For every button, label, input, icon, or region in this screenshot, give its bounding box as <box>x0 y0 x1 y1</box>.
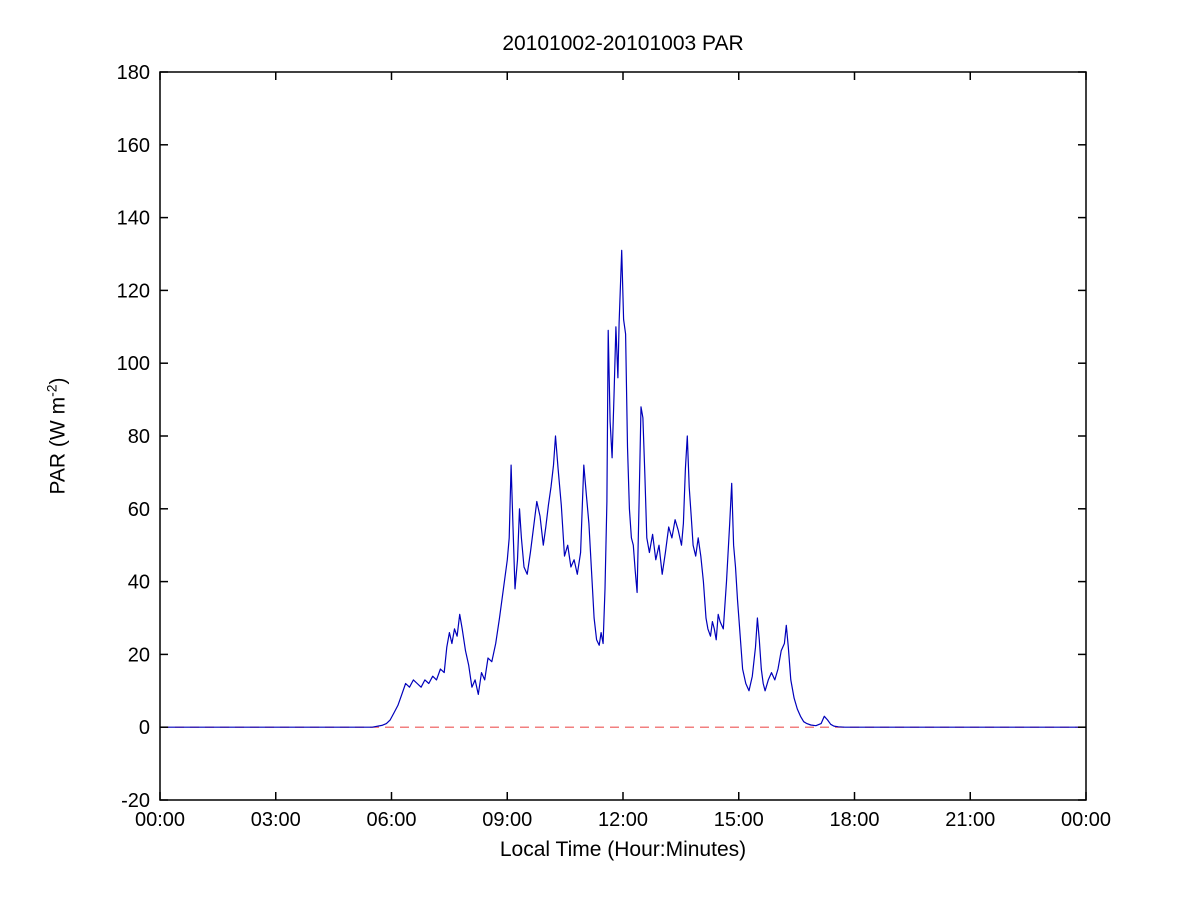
y-axis-label-superscript: -2 <box>43 384 60 397</box>
x-tick-label: 21:00 <box>945 809 995 831</box>
x-tick-label: 15:00 <box>714 809 764 831</box>
y-tick-label: 20 <box>128 644 150 666</box>
y-tick-label: 140 <box>117 208 150 230</box>
y-tick-label: 40 <box>128 572 150 594</box>
y-tick-label: -20 <box>121 790 150 812</box>
y-axis-label: PAR (W m-2) <box>44 377 71 494</box>
axes-box <box>159 71 1087 801</box>
x-axis-label: Local Time (Hour:Minutes) <box>499 838 747 861</box>
y-tick-label: 120 <box>117 280 150 302</box>
y-tick-label: 180 <box>117 62 150 84</box>
y-tick-label: 160 <box>117 135 150 157</box>
x-tick-label: 03:00 <box>251 809 301 831</box>
x-tick-label: 12:00 <box>598 809 648 831</box>
x-tick-label: 06:00 <box>366 809 416 831</box>
y-tick-label: 80 <box>128 426 150 448</box>
y-tick-label: 60 <box>128 499 150 521</box>
chart-title: 20101002-20101003 PAR <box>502 32 744 55</box>
x-tick-label: 00:00 <box>1061 809 1111 831</box>
y-tick-label: 100 <box>117 353 150 375</box>
y-axis-label-text: PAR (W m <box>46 396 70 495</box>
x-tick-label: 09:00 <box>482 809 532 831</box>
x-tick-label: 18:00 <box>829 809 879 831</box>
y-axis-label-end: ) <box>46 377 70 385</box>
series-PAR <box>160 249 1086 728</box>
x-tick-label: 00:00 <box>135 809 185 831</box>
y-tick-label: 0 <box>139 717 150 739</box>
